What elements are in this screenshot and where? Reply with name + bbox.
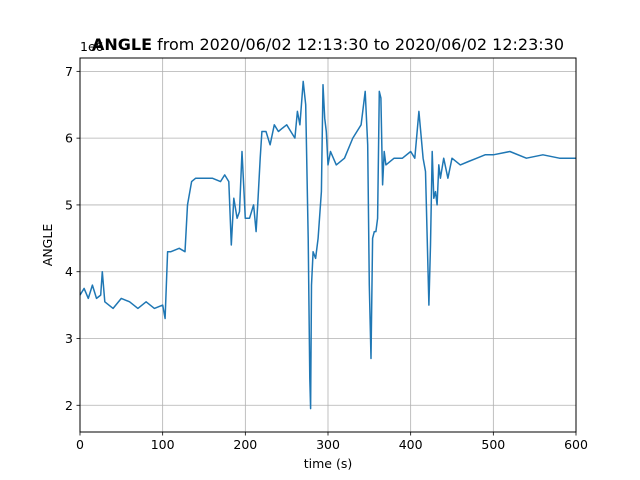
chart-title: ANGLE from 2020/06/02 12:13:30 to 2020/0… [92, 35, 564, 54]
y-offset-text: 1e6 [80, 39, 104, 54]
x-tick-label: 100 [151, 437, 175, 452]
x-tick-label: 300 [316, 437, 340, 452]
x-tick-label: 400 [399, 437, 423, 452]
x-tick-label: 500 [481, 437, 505, 452]
y-tick-label: 4 [65, 264, 73, 279]
y-axis-label: ANGLE [40, 224, 55, 267]
chart-title-bold: ANGLE [92, 35, 152, 54]
series-lines [79, 80, 576, 410]
x-tick-label: 0 [76, 437, 84, 452]
y-tick-label: 7 [65, 64, 73, 79]
y-tick-label: 6 [65, 131, 73, 146]
x-axis-label: time (s) [304, 456, 352, 471]
y-tick-label: 2 [65, 398, 73, 413]
y-tick-label: 3 [65, 331, 73, 346]
chart-title-rest: from 2020/06/02 12:13:30 to 2020/06/02 1… [152, 35, 564, 54]
y-tick-label: 5 [65, 197, 73, 212]
axis-ticks: 0 100 200 300 400 500 600 2 3 4 5 6 7 [65, 64, 588, 452]
series-line [79, 80, 576, 410]
x-tick-label: 600 [564, 437, 588, 452]
x-tick-label: 200 [233, 437, 257, 452]
